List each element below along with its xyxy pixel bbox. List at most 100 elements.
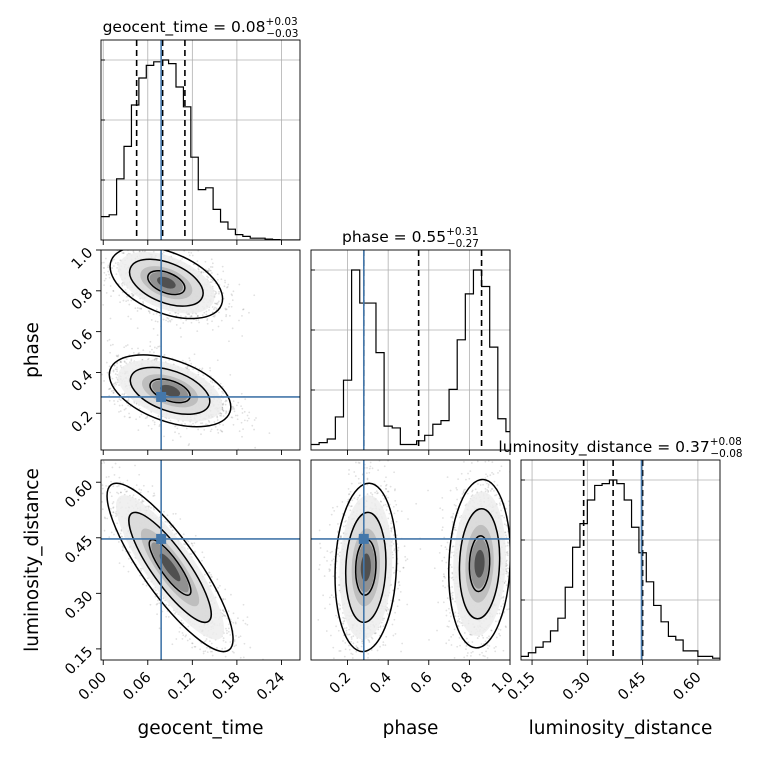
sample-point xyxy=(144,247,146,249)
sample-point xyxy=(113,385,116,387)
sample-point xyxy=(238,319,240,322)
sample-point xyxy=(119,238,121,240)
sample-point xyxy=(122,252,125,255)
sample-point xyxy=(236,414,239,417)
sample-point xyxy=(113,364,116,367)
sample-point xyxy=(211,266,214,268)
sample-point xyxy=(206,646,208,649)
sample-point xyxy=(244,398,247,401)
sample-point xyxy=(223,285,226,288)
sample-point xyxy=(122,565,125,568)
sample-point xyxy=(101,484,104,487)
sample-point xyxy=(106,517,109,520)
sample-point xyxy=(363,661,365,663)
sample-point xyxy=(136,307,139,309)
sample-point xyxy=(216,428,219,431)
sample-point xyxy=(240,421,243,424)
sample-point xyxy=(154,235,156,237)
sample-point xyxy=(153,423,156,426)
sample-point xyxy=(123,451,125,453)
sample-point xyxy=(107,270,110,273)
sample-point xyxy=(153,351,155,354)
panel-frame xyxy=(310,249,511,451)
sample-point xyxy=(106,371,109,374)
sample-point xyxy=(118,384,120,386)
sample-point xyxy=(97,475,99,477)
sample-point xyxy=(233,638,236,641)
sample-point xyxy=(217,586,220,589)
sample-point xyxy=(107,475,110,478)
sample-point xyxy=(149,340,152,343)
sample-point xyxy=(202,374,205,377)
sample-point xyxy=(326,550,329,553)
sample-point xyxy=(102,266,105,269)
sample-point xyxy=(108,365,111,368)
sample-point xyxy=(122,299,125,302)
sample-point xyxy=(225,308,228,311)
sample-point xyxy=(242,308,244,311)
sample-point xyxy=(155,347,158,350)
sample-point xyxy=(123,392,126,395)
sample-point xyxy=(344,648,347,651)
sample-point xyxy=(245,667,247,669)
sample-point xyxy=(226,285,229,288)
sample-point xyxy=(222,639,225,642)
sample-point xyxy=(188,254,191,257)
sample-point xyxy=(222,597,225,600)
sample-point xyxy=(211,650,213,653)
sample-point xyxy=(194,550,196,553)
sample-point xyxy=(246,616,249,619)
sample-point xyxy=(142,349,145,352)
sample-point xyxy=(237,636,240,639)
sample-point xyxy=(111,466,114,469)
title-main: phase = 0.55 xyxy=(342,228,446,246)
sample-point xyxy=(116,370,119,373)
sample-point xyxy=(138,352,141,354)
sample-point xyxy=(233,408,236,410)
sample-point xyxy=(189,315,192,318)
sample-point xyxy=(220,278,223,281)
sample-point xyxy=(209,281,212,284)
sample-point xyxy=(210,576,212,578)
sample-point xyxy=(331,506,334,509)
sample-point xyxy=(116,368,118,371)
sample-point xyxy=(219,584,221,587)
sample-point xyxy=(205,423,207,426)
sample-point xyxy=(195,312,198,315)
sample-point xyxy=(231,405,234,408)
sample-point xyxy=(221,408,224,411)
sample-point xyxy=(119,301,121,304)
sample-point xyxy=(116,381,119,384)
sample-point xyxy=(345,519,347,522)
sample-point xyxy=(136,310,139,312)
sample-point xyxy=(235,667,237,669)
sample-point xyxy=(174,612,176,615)
sample-point xyxy=(218,290,220,293)
sample-point xyxy=(181,359,184,362)
sample-point xyxy=(146,248,148,250)
sample-point xyxy=(168,604,170,607)
sample-point xyxy=(348,628,351,631)
sample-point xyxy=(125,490,128,493)
sample-point xyxy=(201,367,204,370)
sample-point xyxy=(162,251,165,254)
sample-point xyxy=(113,382,116,385)
sample-point xyxy=(103,279,106,282)
sample-point xyxy=(194,421,197,424)
sample-point xyxy=(239,665,241,667)
sample-point xyxy=(179,626,182,629)
sample-point xyxy=(138,498,140,501)
sample-point xyxy=(231,294,234,297)
sample-point xyxy=(192,263,195,265)
sample-point xyxy=(202,652,205,655)
sample-point xyxy=(187,251,190,254)
sample-point xyxy=(155,603,158,606)
sample-point xyxy=(141,250,144,253)
sample-point xyxy=(198,367,201,370)
sample-point xyxy=(147,506,150,509)
joint-panel-content xyxy=(101,235,271,450)
sample-point xyxy=(385,484,387,487)
sample-point xyxy=(219,414,222,417)
sample-point xyxy=(220,430,223,433)
sample-point xyxy=(118,562,121,565)
